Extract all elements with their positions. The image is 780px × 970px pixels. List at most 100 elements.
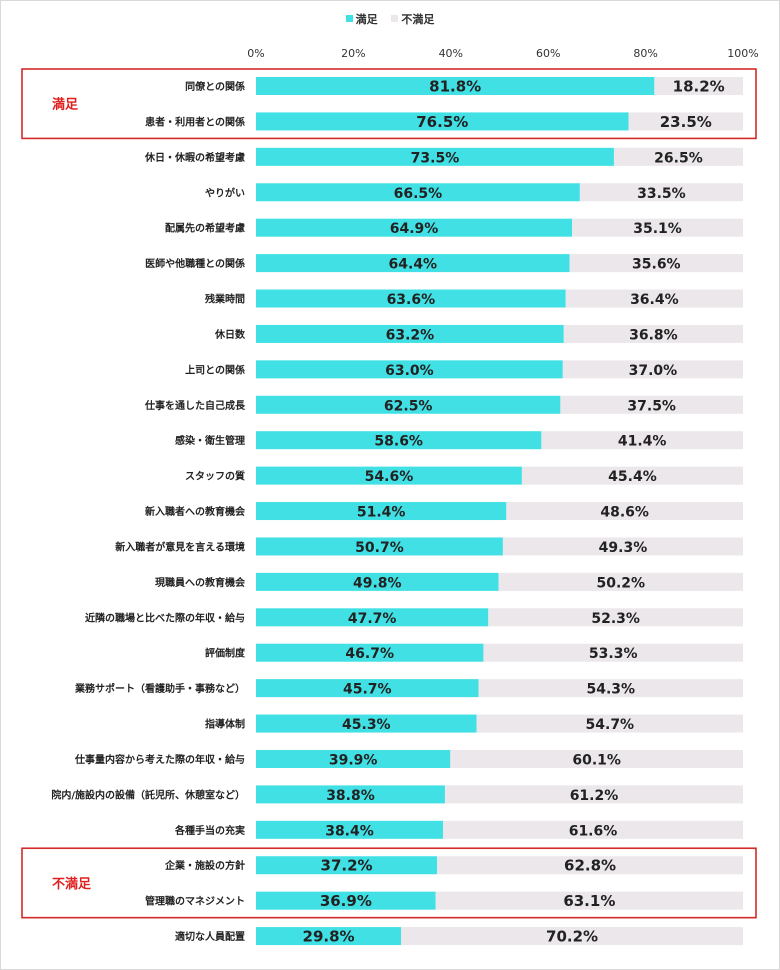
data-label-satisfied: 64.4% <box>389 257 438 273</box>
legend: 満足 不満足 <box>0 11 780 27</box>
data-label-satisfied: 49.8% <box>353 575 402 591</box>
category-label: 新入職者への教育機会 <box>145 505 245 518</box>
data-label-satisfied: 45.7% <box>343 682 392 698</box>
data-label-unsatisfied: 54.3% <box>586 682 635 698</box>
data-label-unsatisfied: 61.2% <box>570 788 619 804</box>
category-label: 休日数 <box>214 328 246 341</box>
bar-unsatisfied <box>541 431 743 450</box>
data-label-satisfied: 63.0% <box>385 363 434 379</box>
bar-satisfied <box>256 927 402 946</box>
category-label: 患者・利用者との関係 <box>145 115 245 128</box>
data-label-satisfied: 50.7% <box>355 540 404 556</box>
data-label-unsatisfied: 50.2% <box>596 575 645 591</box>
x-tick-label: 20% <box>341 47 365 60</box>
bar-satisfied <box>256 289 566 308</box>
data-label-satisfied: 37.2% <box>321 857 373 875</box>
x-tick-label: 100% <box>727 47 758 60</box>
bar-unsatisfied <box>613 147 743 166</box>
category-label: 配属先の希望考慮 <box>165 222 245 235</box>
bar-unsatisfied <box>563 324 743 343</box>
bar-unsatisfied <box>498 572 743 591</box>
bar-satisfied <box>256 749 451 768</box>
x-tick-label: 80% <box>633 47 657 60</box>
bar-satisfied <box>256 714 477 733</box>
category-label: 同僚との関係 <box>185 80 245 93</box>
bar-unsatisfied <box>502 537 743 556</box>
bar-satisfied <box>256 431 542 450</box>
category-label: 院内/施設内の設備（託児所、休憩室など） <box>51 788 245 801</box>
data-label-unsatisfied: 54.7% <box>586 717 635 733</box>
bar-unsatisfied <box>562 360 743 379</box>
data-label-unsatisfied: 36.8% <box>629 327 678 343</box>
bar-unsatisfied <box>435 891 743 910</box>
bar-unsatisfied <box>450 749 743 768</box>
category-label: 医師や他職種との関係 <box>145 257 245 270</box>
x-tick-label: 40% <box>439 47 463 60</box>
data-label-satisfied: 63.6% <box>387 292 436 308</box>
highlight-box-unsatisfied <box>21 847 757 919</box>
legend-item-unsatisfied: 不満足 <box>391 11 434 27</box>
bar-satisfied <box>256 218 573 237</box>
data-label-unsatisfied: 35.6% <box>632 257 681 273</box>
category-label: やりがい <box>205 186 245 199</box>
highlight-box-satisfied <box>21 68 757 140</box>
data-label-satisfied: 47.7% <box>348 611 397 627</box>
category-label: 現職員への教育機会 <box>155 576 245 589</box>
data-label-satisfied: 38.4% <box>325 823 374 839</box>
data-label-satisfied: 46.7% <box>345 646 394 662</box>
bar-unsatisfied <box>654 77 743 95</box>
data-label-satisfied: 29.8% <box>303 928 355 946</box>
data-label-satisfied: 36.9% <box>320 892 372 910</box>
bar-satisfied <box>256 254 570 273</box>
data-label-satisfied: 81.8% <box>429 78 481 96</box>
data-label-satisfied: 76.5% <box>416 113 468 131</box>
bar-unsatisfied <box>579 183 743 202</box>
x-tick-label: 60% <box>536 47 560 60</box>
highlight-label-satisfied: 満足 <box>52 97 79 113</box>
x-tick-label: 0% <box>247 47 264 60</box>
category-label: 休日・休暇の希望考慮 <box>144 151 245 164</box>
category-label: 適切な人員配置 <box>175 930 245 943</box>
bar-unsatisfied <box>437 856 743 875</box>
category-label: スタッフの質 <box>185 470 245 483</box>
category-label: 管理職のマネジメント <box>145 895 245 908</box>
bar-unsatisfied <box>560 395 743 414</box>
bar-satisfied <box>256 572 499 591</box>
bar-satisfied <box>256 608 489 627</box>
legend-label-unsatisfied: 不満足 <box>401 13 435 26</box>
bar-unsatisfied <box>478 679 743 698</box>
bar-unsatisfied <box>488 608 743 627</box>
bar-satisfied <box>256 395 561 414</box>
category-label: 企業・施設の方針 <box>164 859 245 872</box>
data-label-unsatisfied: 23.5% <box>660 113 712 131</box>
data-label-satisfied: 64.9% <box>390 221 439 237</box>
legend-swatch-unsatisfied <box>391 15 399 22</box>
data-label-unsatisfied: 53.3% <box>589 646 638 662</box>
data-label-unsatisfied: 37.0% <box>629 363 678 379</box>
data-label-satisfied: 38.8% <box>326 788 375 804</box>
data-label-unsatisfied: 41.4% <box>618 434 667 450</box>
data-label-unsatisfied: 52.3% <box>591 611 640 627</box>
bar-unsatisfied <box>443 820 743 839</box>
legend-swatch-satisfied <box>345 15 353 22</box>
category-label: 近隣の職場と比べた際の年収・給与 <box>85 611 245 624</box>
category-label: 各種手当の充実 <box>174 824 245 837</box>
category-label: 上司との関係 <box>185 363 245 376</box>
bar-unsatisfied <box>572 218 743 237</box>
data-label-unsatisfied: 48.6% <box>600 505 649 521</box>
bar-satisfied <box>256 77 655 95</box>
bar-satisfied <box>256 324 564 343</box>
data-label-satisfied: 62.5% <box>384 398 433 414</box>
data-label-satisfied: 58.6% <box>374 434 423 450</box>
bar-satisfied <box>256 891 436 910</box>
data-label-satisfied: 66.5% <box>394 186 443 202</box>
data-label-satisfied: 73.5% <box>411 150 460 166</box>
bar-satisfied <box>256 856 438 875</box>
category-label: 感染・衛生管理 <box>175 434 245 447</box>
data-label-unsatisfied: 62.8% <box>564 857 616 875</box>
data-label-satisfied: 54.6% <box>365 469 414 485</box>
category-label: 仕事量内容から考えた際の年収・給与 <box>74 753 245 766</box>
bar-satisfied <box>256 183 580 202</box>
data-label-unsatisfied: 61.6% <box>569 823 618 839</box>
